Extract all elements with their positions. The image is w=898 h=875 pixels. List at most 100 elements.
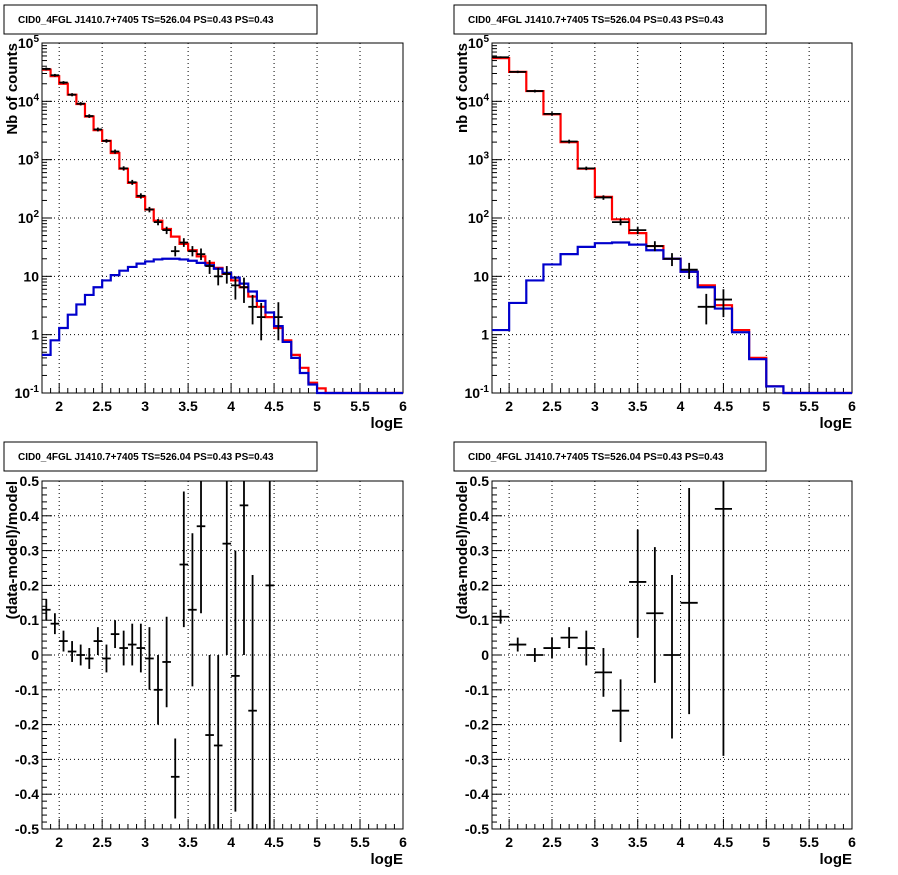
x-tick-label: 5.5 (799, 834, 819, 850)
data-point (509, 70, 527, 74)
y-tick-label: 0.3 (20, 543, 40, 559)
x-tick-label: 3 (591, 398, 599, 414)
data-point (127, 623, 137, 666)
source-model-histogram (42, 257, 403, 395)
y-tick-label: 103 (468, 151, 490, 168)
data-point (145, 627, 154, 690)
y-axis-label: nb of counts (454, 43, 471, 133)
residuals-panel-left: CID0_4FGL J1410.7+7405 TS=526.04 PS=0.43… (3, 441, 407, 868)
data-point (612, 679, 630, 742)
data-point (714, 289, 732, 318)
data-point (543, 112, 561, 116)
data-point (42, 67, 51, 71)
data-point (629, 226, 647, 235)
data-point (680, 262, 698, 280)
y-tick-label: 0.1 (20, 612, 40, 628)
data-point (67, 93, 77, 97)
data-point (213, 267, 223, 286)
x-tick-label: 4.5 (264, 398, 284, 414)
x-axis-label: logE (371, 851, 404, 868)
x-tick-label: 6 (848, 398, 856, 414)
x-tick-label: 4.5 (714, 398, 734, 414)
data-point (714, 481, 732, 756)
x-tick-label: 6 (399, 398, 407, 414)
x-tick-label: 4 (677, 398, 685, 414)
x-tick-label: 5.5 (799, 398, 819, 414)
data-point (170, 738, 180, 819)
y-tick-label: -0.1 (465, 682, 489, 698)
y-tick-label: 0.4 (20, 508, 40, 524)
data-point (612, 219, 630, 226)
y-tick-label: 103 (18, 151, 40, 168)
counts-panel-right: CID0_4FGL J1410.7+7405 TS=526.04 PS=0.43… (453, 4, 856, 432)
data-point (222, 481, 232, 655)
y-tick-label: 0 (481, 647, 489, 663)
x-tick-label: 6 (848, 834, 856, 850)
y-tick-label: -0.2 (15, 717, 39, 733)
data-point (560, 627, 578, 649)
y-tick-label: 0.2 (470, 577, 490, 593)
data-point (119, 630, 128, 666)
data-point (256, 302, 266, 341)
data-point (119, 166, 128, 171)
x-tick-label: 3 (141, 834, 149, 850)
y-tick-label: -0.5 (465, 821, 489, 837)
data-point (646, 547, 664, 683)
data-point (136, 193, 146, 199)
data-point (231, 550, 240, 812)
x-tick-label: 5 (762, 398, 770, 414)
panel-title-box (3, 4, 318, 35)
y-tick-label: 0.5 (20, 473, 40, 489)
data-point (492, 56, 510, 59)
data-point (76, 644, 85, 666)
y-tick-label: -0.4 (15, 786, 39, 802)
data-point (205, 260, 214, 274)
y-tick-label: 105 (18, 34, 40, 51)
data-point (188, 246, 197, 257)
x-tick-label: 2 (505, 834, 513, 850)
y-tick-label: 0.2 (20, 577, 40, 593)
x-tick-label: 4 (227, 398, 235, 414)
y-tick-label: -0.3 (465, 751, 489, 767)
data-point (102, 139, 111, 143)
data-point (222, 266, 232, 284)
x-tick-label: 3.5 (628, 834, 648, 850)
panel-title: CID0_4FGL J1410.7+7405 TS=526.04 PS=0.43… (18, 452, 274, 463)
x-tick-label: 4 (677, 834, 685, 850)
data-point (93, 627, 103, 655)
data-point (179, 238, 189, 247)
data-point (526, 89, 544, 93)
data-point (231, 276, 240, 300)
panel-title: CID0_4FGL J1410.7+7405 TS=526.04 PS=0.43… (18, 15, 274, 26)
data-point (265, 481, 275, 829)
x-axis-label: logE (820, 415, 853, 432)
panel-title-box (453, 441, 767, 472)
data-point (110, 149, 120, 154)
y-tick-label: 0.1 (470, 612, 490, 628)
y-tick-label: 0 (31, 647, 39, 663)
data-point (67, 641, 77, 662)
data-point (274, 302, 283, 341)
data-point (110, 620, 120, 649)
y-tick-label: 10-1 (465, 384, 490, 401)
y-tick-label: 102 (18, 209, 40, 226)
data-point (509, 637, 527, 652)
data-point (50, 73, 60, 77)
x-axis-label: logE (371, 415, 404, 432)
x-tick-label: 3 (141, 398, 149, 414)
data-point (162, 226, 171, 235)
y-tick-label: 1 (481, 327, 489, 343)
x-tick-label: 2.5 (92, 398, 112, 414)
x-tick-label: 5 (313, 834, 321, 850)
x-tick-label: 5 (313, 398, 321, 414)
data-point (102, 644, 111, 673)
y-axis-label: (data-model)/model (454, 481, 471, 619)
data-point (239, 277, 249, 303)
data-point (84, 114, 94, 118)
y-tick-label: 104 (18, 92, 40, 109)
data-point (145, 206, 154, 213)
x-tick-label: 5.5 (350, 398, 370, 414)
data-point (84, 648, 94, 669)
x-tick-label: 3.5 (178, 398, 198, 414)
